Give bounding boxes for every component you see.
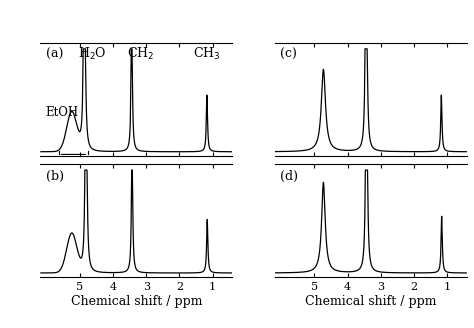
X-axis label: Chemical shift / ppm: Chemical shift / ppm — [71, 295, 202, 308]
Text: (d): (d) — [281, 170, 299, 182]
Text: EtOH: EtOH — [45, 106, 78, 119]
Text: (a): (a) — [46, 48, 64, 61]
Text: (b): (b) — [46, 170, 64, 182]
X-axis label: Chemical shift / ppm: Chemical shift / ppm — [305, 295, 437, 308]
Text: H$_2$O: H$_2$O — [78, 46, 107, 62]
Text: (c): (c) — [281, 48, 297, 61]
Text: CH$_3$: CH$_3$ — [193, 46, 220, 62]
Text: CH$_2$: CH$_2$ — [127, 46, 154, 62]
